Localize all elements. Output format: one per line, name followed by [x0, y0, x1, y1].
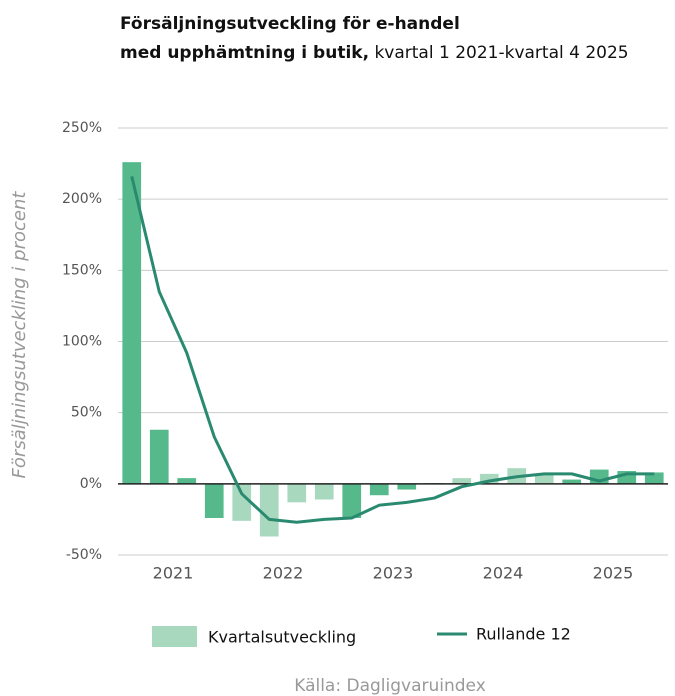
- legend-label: Rullande 12: [476, 625, 571, 644]
- bar: [452, 478, 472, 484]
- chart-title-line: med upphämtning i butik, kvartal 1 2021-…: [120, 43, 629, 63]
- bar: [287, 483, 307, 503]
- bar: [534, 473, 554, 484]
- y-tick-label: 50%: [71, 405, 102, 421]
- y-tick-label: 200%: [62, 191, 102, 207]
- bar: [259, 483, 279, 537]
- bar: [342, 483, 362, 518]
- bar: [562, 479, 582, 484]
- y-tick-label: 100%: [62, 334, 102, 350]
- bar: [644, 472, 664, 484]
- bar: [314, 483, 334, 500]
- source: Källa: Dagligvaruindex: [294, 676, 486, 696]
- x-tick-label: 2021: [153, 564, 194, 583]
- x-tick-label: 2024: [483, 564, 524, 583]
- bar: [369, 483, 389, 496]
- bar: [177, 478, 197, 484]
- chart-subtitle: kvartal 1 2021-kvartal 4 2025: [374, 43, 628, 63]
- legend-swatch: [152, 626, 197, 647]
- y-tick-label: 0%: [80, 476, 102, 492]
- chart-title: med upphämtning i butik,: [120, 43, 369, 63]
- bar: [479, 473, 499, 484]
- x-tick-label: 2022: [263, 564, 304, 583]
- chart-title: Försäljningsutveckling för e-handel: [120, 14, 460, 34]
- y-tick-label: 250%: [62, 120, 102, 136]
- bar: [122, 162, 142, 484]
- bar: [149, 429, 169, 484]
- y-axis-label: Försäljningsutveckling i procent: [9, 191, 30, 479]
- x-tick-label: 2025: [593, 564, 634, 583]
- y-tick-label: -50%: [66, 547, 102, 563]
- x-tick-label: 2023: [373, 564, 414, 583]
- y-tick-label: 150%: [62, 262, 102, 278]
- line: [130, 176, 655, 524]
- bar: [204, 483, 224, 518]
- legend-label: Kvartalsutveckling: [208, 628, 356, 647]
- bar: [232, 483, 252, 521]
- bar: [397, 483, 417, 490]
